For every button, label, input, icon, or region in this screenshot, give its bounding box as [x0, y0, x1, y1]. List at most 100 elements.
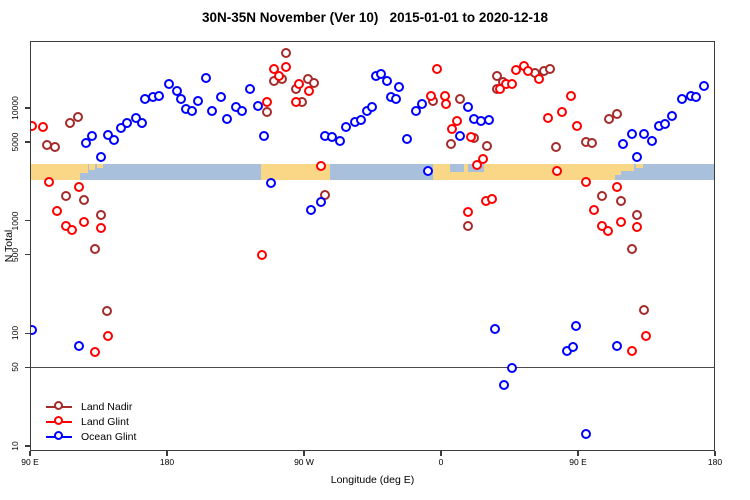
scatter-point-ocean-glint	[567, 342, 578, 353]
legend-item: Land Nadir	[46, 399, 136, 414]
y-tick	[25, 332, 30, 335]
reference-line-50	[30, 367, 715, 369]
legend-circle-icon	[54, 416, 63, 425]
scatter-point-land-nadir	[60, 191, 71, 202]
map-strip-land	[614, 163, 621, 176]
scatter-point-land-glint	[596, 221, 607, 232]
scatter-point-ocean-glint	[109, 135, 120, 146]
x-tick	[440, 451, 442, 456]
scatter-point-land-glint	[261, 97, 272, 108]
scatter-point-ocean-glint	[258, 131, 269, 142]
scatter-point-land-nadir	[639, 305, 650, 316]
scatter-point-land-nadir	[72, 112, 83, 123]
scatter-point-ocean-glint	[631, 152, 642, 163]
scatter-point-land-nadir	[50, 142, 61, 153]
scatter-point-ocean-glint	[334, 136, 345, 147]
scatter-point-land-nadir	[611, 109, 622, 120]
scatter-point-ocean-glint	[316, 197, 327, 208]
scatter-point-ocean-glint	[153, 91, 164, 102]
scatter-point-land-nadir	[308, 77, 319, 88]
map-strip-land	[30, 163, 81, 180]
scatter-point-land-nadir	[101, 306, 112, 317]
x-tick-label: 180	[707, 457, 723, 467]
map-strip-land	[80, 163, 88, 173]
scatter-point-land-glint	[534, 74, 545, 85]
scatter-point-land-nadir	[491, 71, 502, 82]
legend-label: Land Nadir	[81, 400, 133, 413]
map-strip-land	[261, 163, 330, 180]
scatter-point-ocean-glint	[356, 115, 367, 126]
scatter-point-land-glint	[616, 217, 627, 228]
scatter-point-land-glint	[37, 122, 48, 133]
scatter-point-ocean-glint	[394, 82, 405, 93]
scatter-point-ocean-glint	[666, 111, 677, 122]
scatter-point-land-nadir	[65, 118, 76, 129]
scatter-point-ocean-glint	[639, 129, 650, 140]
scatter-point-land-glint	[79, 217, 89, 228]
scatter-point-ocean-glint	[340, 122, 351, 133]
scatter-point-land-glint	[74, 182, 85, 193]
x-tick-label: 180	[159, 457, 175, 467]
map-strip-ocean-notch	[450, 163, 464, 172]
scatter-point-ocean-glint	[266, 178, 277, 189]
scatter-point-ocean-glint	[176, 94, 187, 105]
scatter-point-land-glint	[451, 116, 462, 127]
scatter-point-ocean-glint	[206, 106, 217, 117]
scatter-point-ocean-glint	[103, 130, 114, 141]
scatter-point-ocean-glint	[30, 325, 38, 336]
scatter-point-ocean-glint	[136, 118, 147, 129]
scatter-point-ocean-glint	[401, 134, 412, 145]
legend-marker-icon	[46, 401, 72, 412]
scatter-point-ocean-glint	[454, 131, 465, 142]
x-tick	[29, 451, 31, 456]
scatter-point-land-glint	[477, 154, 488, 165]
legend: Land Nadir Land Glint Ocean Glint	[46, 399, 136, 444]
scatter-point-land-glint	[426, 91, 437, 102]
y-tick-label: 50	[10, 362, 20, 373]
scatter-point-land-nadir	[596, 191, 607, 202]
scatter-point-land-glint	[494, 84, 505, 94]
scatter-point-ocean-glint	[80, 138, 91, 149]
scatter-point-land-glint	[316, 161, 327, 172]
scatter-point-land-glint	[572, 121, 583, 132]
scatter-point-ocean-glint	[462, 102, 473, 113]
plot-border	[30, 41, 715, 451]
legend-item: Land Glint	[46, 414, 136, 429]
scatter-point-land-nadir	[587, 138, 598, 149]
y-tick-label: 5000	[10, 132, 20, 152]
scatter-point-land-glint	[281, 62, 292, 73]
scatter-point-land-glint	[447, 124, 458, 135]
scatter-point-ocean-glint	[698, 81, 709, 92]
scatter-point-land-glint	[304, 86, 315, 97]
scatter-point-ocean-glint	[570, 321, 581, 332]
scatter-point-land-glint	[290, 97, 301, 108]
scatter-point-ocean-glint	[416, 99, 427, 110]
scatter-point-ocean-glint	[506, 362, 517, 373]
scatter-point-ocean-glint	[252, 101, 263, 112]
scatter-point-land-glint	[543, 113, 554, 124]
plot-area	[30, 41, 715, 451]
x-tick	[303, 451, 305, 456]
scatter-point-ocean-glint	[115, 123, 126, 134]
scatter-point-land-glint	[432, 64, 443, 75]
legend-label: Ocean Glint	[81, 430, 137, 443]
scatter-point-land-glint	[30, 121, 38, 132]
scatter-point-ocean-glint	[130, 113, 141, 124]
scatter-point-ocean-glint	[581, 429, 592, 440]
y-tick-label: 10000	[10, 96, 20, 120]
chart-title: 30N-35N November (Ver 10) 2015-01-01 to …	[202, 10, 548, 25]
scatter-point-ocean-glint	[660, 119, 671, 130]
scatter-point-ocean-glint	[483, 115, 494, 126]
y-tick	[25, 253, 30, 256]
scatter-point-land-glint	[640, 331, 651, 342]
x-tick	[577, 451, 579, 456]
y-tick-label: 10	[10, 441, 20, 451]
scatter-point-land-glint	[581, 177, 592, 188]
legend-marker-icon	[46, 416, 72, 427]
scatter-point-land-nadir	[631, 210, 642, 221]
scatter-point-ocean-glint	[86, 131, 97, 142]
scatter-point-ocean-glint	[375, 69, 386, 80]
scatter-point-land-nadir	[454, 94, 465, 105]
scatter-point-land-glint	[611, 182, 622, 193]
scatter-point-ocean-glint	[200, 73, 211, 84]
